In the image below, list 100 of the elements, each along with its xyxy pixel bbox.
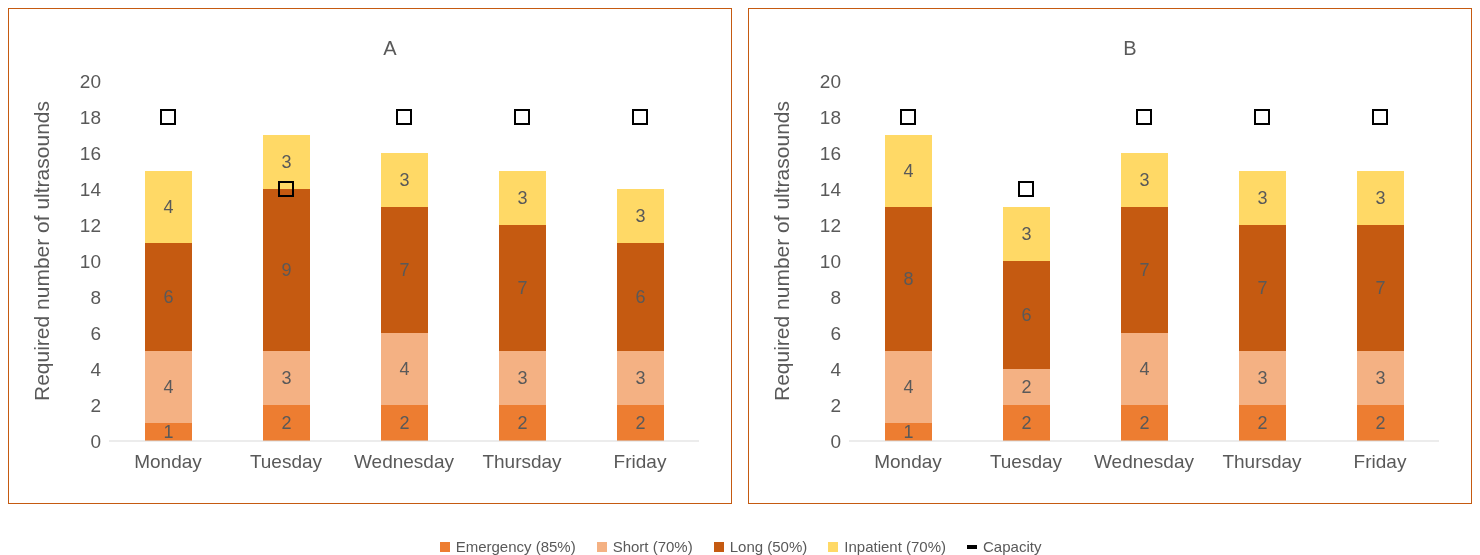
y-axis-title: Required number of ultrasounds [30,100,54,401]
bar [381,405,428,441]
bar [885,207,932,351]
y-tick-label: 14 [819,178,842,200]
bar [1357,225,1404,351]
legend-label: Capacity [983,538,1042,555]
x-tick-label: Monday [134,451,203,473]
data-label: 2 [1021,413,1032,434]
y-axis-title: Required number of ultrasounds [770,100,794,401]
data-label: 3 [281,368,292,389]
data-label: 4 [1139,359,1150,380]
chart-title: B [1122,37,1138,60]
y-tick-label: 4 [90,358,102,380]
data-label: 2 [517,413,528,434]
bar [145,351,192,423]
x-tick-label: Tuesday [989,451,1063,473]
bar [617,243,664,351]
data-label: 9 [281,260,292,281]
y-tick-label: 6 [90,322,101,344]
x-tick-label: Thursday [1222,451,1303,473]
x-tick-label: Friday [613,451,667,473]
bar [617,405,664,441]
bar [263,135,310,189]
data-label: 3 [1257,368,1268,389]
x-tick-label: Tuesday [249,451,323,473]
bar [885,351,932,423]
data-label: 2 [635,413,646,434]
y-tick-label: 16 [819,142,841,164]
y-tick-label: 12 [79,214,101,236]
data-label: 7 [1257,278,1268,299]
data-label: 6 [1021,305,1032,326]
y-tick-label: 0 [830,430,841,452]
y-tick-label: 4 [830,358,842,380]
data-label: 3 [1257,188,1268,209]
data-label: 4 [163,197,174,218]
y-tick-label: 6 [830,322,841,344]
y-tick-label: 20 [79,70,101,92]
bar [263,405,310,441]
bar [1121,405,1168,441]
y-tick-label: 8 [90,286,101,308]
bar [1239,405,1286,441]
bar [1003,405,1050,441]
data-label: 3 [517,368,528,389]
data-label: 2 [1375,413,1386,434]
bar [499,225,546,351]
y-tick-label: 18 [819,106,841,128]
x-tick-label: Wednesday [1094,451,1195,473]
data-label: 6 [635,287,646,308]
bar [499,405,546,441]
bar [381,333,428,405]
y-tick-label: 10 [819,250,841,272]
data-label: 2 [1257,413,1268,434]
bar [1003,369,1050,405]
y-tick-label: 16 [79,142,101,164]
y-tick-label: 10 [79,250,101,272]
chart-title: A [382,37,398,60]
x-tick-label: Friday [1353,451,1407,473]
data-label: 3 [1375,188,1386,209]
data-label: 2 [1139,413,1150,434]
bar [1239,171,1286,225]
data-label: 3 [1021,224,1032,245]
x-tick-label: Monday [874,451,943,473]
bar [617,189,664,243]
bar [1239,225,1286,351]
bar [1357,405,1404,441]
y-tick-label: 18 [79,106,101,128]
data-label: 8 [903,269,914,290]
bar [1357,351,1404,405]
y-tick-label: 2 [90,394,101,416]
bar [617,351,664,405]
data-label: 7 [1139,260,1150,281]
y-tick-label: 12 [819,214,841,236]
bar [499,171,546,225]
data-label: 3 [1139,170,1150,191]
bar [263,189,310,351]
data-label: 1 [903,422,914,443]
legend-label: Inpatient (70%) [844,538,947,555]
bar [145,243,192,351]
legend-label: Emergency (85%) [455,538,576,555]
legend-label: Short (70%) [612,538,693,555]
data-label: 4 [163,377,174,398]
data-label: 7 [517,278,528,299]
data-label: 3 [399,170,410,191]
x-tick-label: Thursday [482,451,563,473]
bar [263,351,310,405]
data-label: 2 [281,413,292,434]
bar [499,351,546,405]
data-label: 2 [1021,377,1032,398]
bar [381,153,428,207]
y-tick-label: 14 [79,178,102,200]
data-label: 4 [399,359,410,380]
data-label: 3 [1375,368,1386,389]
y-tick-label: 20 [819,70,841,92]
data-label: 4 [903,377,914,398]
data-label: 3 [517,188,528,209]
y-tick-label: 2 [830,394,841,416]
data-label: 4 [903,161,914,182]
bar [1357,171,1404,225]
bar [1003,261,1050,369]
data-label: 7 [399,260,410,281]
